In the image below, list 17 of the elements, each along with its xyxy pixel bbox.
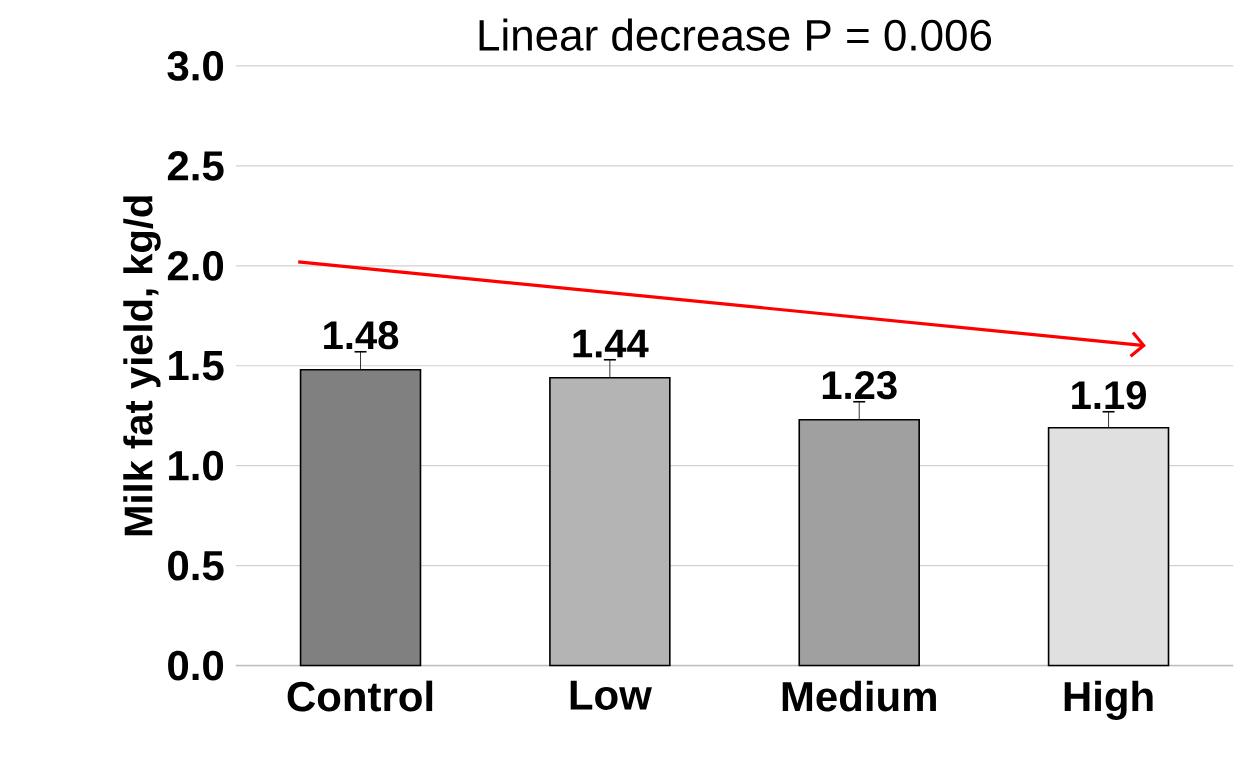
x-tick-label: Medium [782,680,936,712]
y-tick-label: 2.5 [167,151,224,181]
y-tick-label: 3.0 [167,51,224,82]
data-label: 1.44 [573,330,649,358]
data-label: 1.48 [324,321,399,350]
chart-title: Linear decrease P = 0.006 [479,18,992,52]
y-tick-label: 2.0 [167,251,224,281]
x-tick-label: High [1064,680,1153,721]
data-label: 1.23 [822,371,897,400]
data-label: 1.19 [1072,381,1146,410]
y-axis-title: Milk fat yield, kg/d [123,196,161,536]
y-tick-label: 0.0 [168,650,224,681]
x-tick-label: Low [570,680,652,711]
y-tick-label: 1.0 [169,451,224,481]
y-tick-label: 0.5 [168,551,224,581]
x-tick-label: Control [287,680,433,712]
y-tick-label: 1.5 [169,351,224,381]
